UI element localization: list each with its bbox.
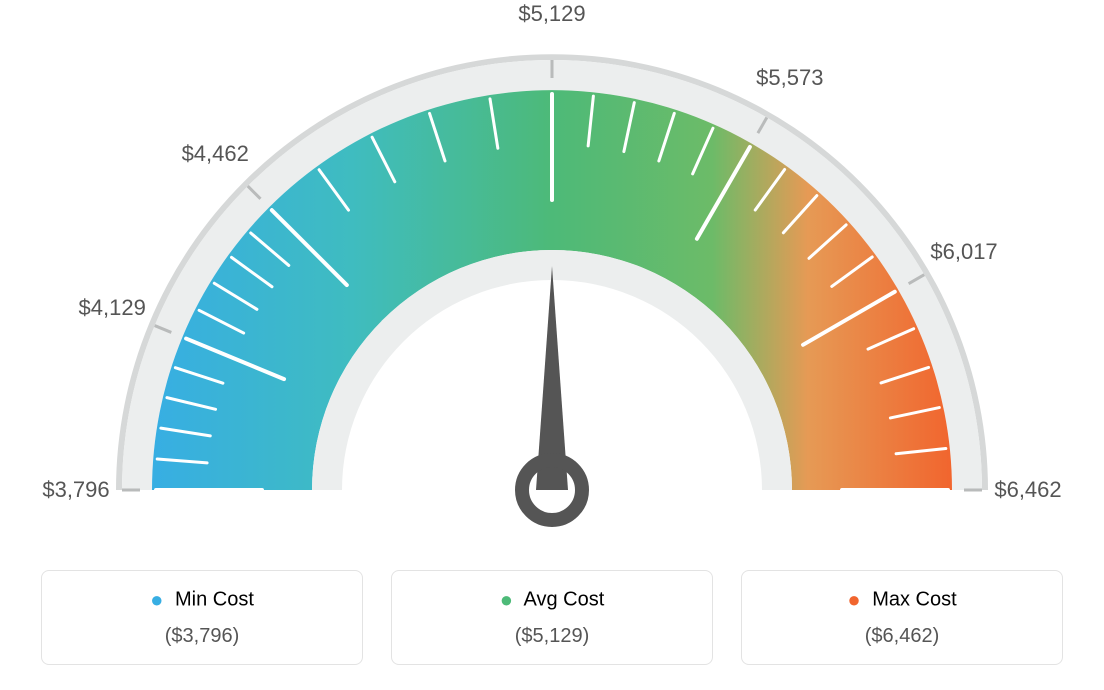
gauge-tick-label: $6,017 [930,239,997,265]
bullet-icon: ● [150,587,163,612]
bullet-icon: ● [500,587,513,612]
gauge-tick-label: $6,462 [994,477,1061,503]
legend-title-max: ● Max Cost [752,587,1052,613]
legend-label-min: Min Cost [175,588,254,610]
gauge-tick-label: $5,573 [756,65,823,91]
gauge-tick-label: $3,796 [42,477,109,503]
gauge-tick-label: $5,129 [518,1,585,27]
legend-label-max: Max Cost [872,588,956,610]
gauge-tick-label: $4,129 [79,295,146,321]
legend-title-avg: ● Avg Cost [402,587,702,613]
legend-title-min: ● Min Cost [52,587,352,613]
legend-value-min: ($3,796) [52,625,352,648]
gauge-tick-label: $4,462 [182,141,249,167]
legend-value-max: ($6,462) [752,625,1052,648]
legend-card-min: ● Min Cost ($3,796) [41,570,363,665]
legend-card-max: ● Max Cost ($6,462) [741,570,1063,665]
legend-card-avg: ● Avg Cost ($5,129) [391,570,713,665]
legend-value-avg: ($5,129) [402,625,702,648]
gauge-chart-container: $3,796 $4,129 $4,462 $5,129 $5,573 $6,017 $6,4… [0,0,1104,690]
legend-row: ● Min Cost ($3,796) ● Avg Cost ($5,129) … [0,560,1104,665]
gauge-svg [0,0,1104,560]
bullet-icon: ● [847,587,860,612]
gauge-area: $3,796 $4,129 $4,462 $5,129 $5,573 $6,017 $6,4… [0,0,1104,560]
legend-label-avg: Avg Cost [523,588,604,610]
